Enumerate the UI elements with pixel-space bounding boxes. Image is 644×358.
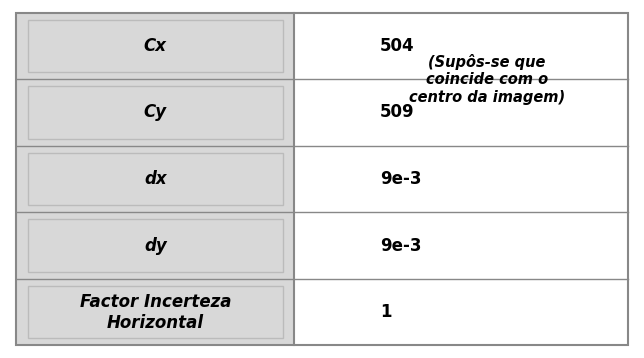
- Bar: [294, 79, 628, 146]
- Bar: [294, 13, 628, 79]
- Text: 1: 1: [380, 303, 392, 321]
- Text: (Supôs-se que
coincide com o
centro da imagem): (Supôs-se que coincide com o centro da i…: [409, 54, 565, 105]
- FancyBboxPatch shape: [28, 153, 283, 205]
- FancyBboxPatch shape: [28, 219, 283, 272]
- FancyBboxPatch shape: [28, 286, 283, 338]
- Bar: [16, 279, 294, 345]
- Text: dx: dx: [144, 170, 167, 188]
- Text: dy: dy: [144, 237, 167, 255]
- Text: 504: 504: [380, 37, 415, 55]
- Bar: [16, 13, 294, 79]
- Bar: [16, 79, 294, 146]
- Text: 9e-3: 9e-3: [380, 237, 422, 255]
- FancyBboxPatch shape: [28, 20, 283, 72]
- Text: 9e-3: 9e-3: [380, 170, 422, 188]
- FancyBboxPatch shape: [28, 86, 283, 139]
- Bar: [16, 146, 294, 212]
- Bar: [294, 212, 628, 279]
- Text: Cx: Cx: [144, 37, 167, 55]
- Bar: [294, 146, 628, 212]
- Text: Cy: Cy: [144, 103, 167, 121]
- Text: 509: 509: [380, 103, 415, 121]
- Bar: [294, 279, 628, 345]
- Text: Factor Incerteza
Horizontal: Factor Incerteza Horizontal: [80, 293, 231, 332]
- Bar: [16, 212, 294, 279]
